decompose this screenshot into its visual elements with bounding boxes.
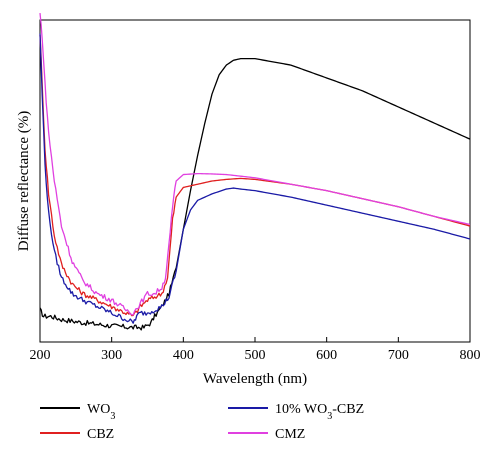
legend-label: 10% WO3-CBZ — [275, 402, 364, 422]
series-line-10-wo3-cbz — [39, 33, 471, 324]
x-tick-label: 800 — [460, 348, 481, 363]
series-line-cbz — [39, 34, 471, 317]
x-tick-label: 400 — [173, 348, 194, 363]
x-axis-title: Wavelength (nm) — [203, 371, 307, 387]
x-tick-label: 300 — [101, 348, 122, 363]
legend-label: CMZ — [275, 427, 305, 442]
x-tick-label: 700 — [388, 348, 409, 363]
series-line-cmz — [39, 12, 471, 316]
x-tick-label: 500 — [245, 348, 266, 363]
plot-frame — [39, 19, 471, 343]
series-lines — [39, 12, 471, 331]
series-line-wo3 — [39, 57, 471, 331]
x-tick-label: 200 — [30, 348, 51, 363]
legend: WO3 CBZ 10% WO3-CBZ CMZ — [40, 402, 364, 442]
y-axis-title: Diffuse reflectance (%) — [16, 111, 32, 251]
x-tick-label: 600 — [316, 348, 337, 363]
legend-label: CBZ — [87, 427, 114, 442]
x-axis: 200 300 400 500 600 700 800 — [30, 337, 481, 363]
legend-label: WO3 — [87, 402, 115, 422]
